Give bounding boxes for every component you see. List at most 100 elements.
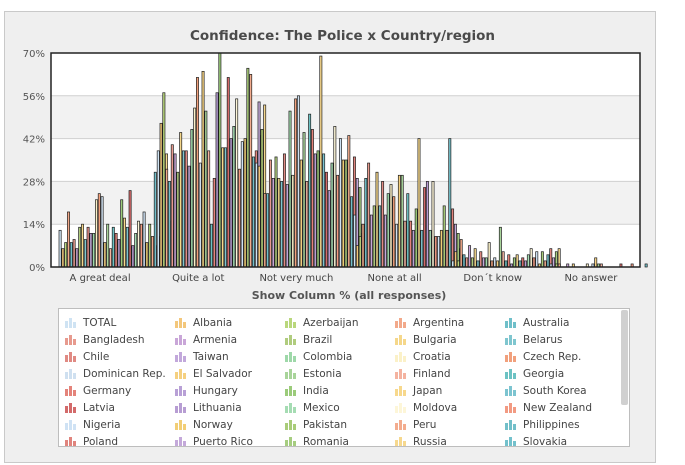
legend-item[interactable]: Japan	[395, 382, 505, 399]
bar[interactable]	[465, 257, 469, 268]
bar[interactable]	[341, 159, 345, 268]
bar[interactable]	[128, 190, 132, 268]
bar[interactable]	[395, 223, 399, 268]
legend-item[interactable]: Dominican Rep.	[65, 365, 175, 382]
legend-item[interactable]: Peru	[395, 416, 505, 433]
bar[interactable]	[644, 263, 648, 268]
bar[interactable]	[78, 226, 82, 268]
bar[interactable]	[451, 260, 455, 268]
bar[interactable]	[212, 177, 216, 268]
bar[interactable]	[468, 245, 472, 268]
bar[interactable]	[594, 257, 598, 268]
bar[interactable]	[232, 126, 236, 268]
bar[interactable]	[378, 205, 382, 268]
bar[interactable]	[364, 177, 368, 268]
bar[interactable]	[521, 257, 525, 268]
bar[interactable]	[117, 239, 121, 268]
bar[interactable]	[423, 187, 427, 268]
legend-item[interactable]: Bulgaria	[395, 331, 505, 348]
bar[interactable]	[72, 239, 76, 268]
legend-item[interactable]: Georgia	[505, 365, 615, 382]
bar[interactable]	[190, 129, 194, 268]
bar[interactable]	[512, 257, 516, 268]
bar[interactable]	[392, 196, 396, 268]
legend-item[interactable]: Bangladesh	[65, 331, 175, 348]
bar[interactable]	[543, 260, 547, 268]
bar[interactable]	[92, 233, 96, 268]
bar[interactable]	[515, 254, 519, 268]
bar[interactable]	[454, 251, 458, 268]
bar[interactable]	[165, 168, 169, 268]
bar[interactable]	[282, 153, 286, 268]
legend-item[interactable]: Albania	[175, 314, 285, 331]
bar[interactable]	[439, 229, 443, 268]
legend-item[interactable]: Azerbaijan	[285, 314, 395, 331]
bar[interactable]	[125, 226, 129, 268]
bar[interactable]	[355, 245, 359, 268]
bar[interactable]	[532, 257, 536, 268]
bar[interactable]	[221, 147, 225, 268]
bar[interactable]	[184, 150, 188, 268]
bar[interactable]	[58, 229, 62, 268]
legend-item[interactable]: Taiwan	[175, 348, 285, 365]
bar[interactable]	[100, 196, 104, 268]
bar[interactable]	[414, 208, 418, 268]
bar[interactable]	[252, 156, 255, 268]
bar[interactable]	[179, 132, 183, 268]
bar[interactable]	[552, 257, 556, 268]
legend-item[interactable]: El Salvador	[175, 365, 285, 382]
bar[interactable]	[406, 193, 410, 268]
bar[interactable]	[89, 233, 93, 268]
bar[interactable]	[524, 260, 528, 268]
bar[interactable]	[243, 138, 247, 268]
legend-item[interactable]: South Korea	[505, 382, 615, 399]
bar[interactable]	[226, 77, 230, 268]
legend-item[interactable]: Lithuania	[175, 399, 285, 416]
bar[interactable]	[123, 217, 126, 268]
legend-item[interactable]: Hungary	[175, 382, 285, 399]
bar[interactable]	[271, 177, 275, 268]
bar[interactable]	[409, 220, 413, 268]
legend-item[interactable]: Estonia	[285, 365, 395, 382]
legend-item[interactable]: Belarus	[505, 331, 615, 348]
bar[interactable]	[81, 223, 84, 268]
bar[interactable]	[386, 193, 390, 268]
bar[interactable]	[134, 233, 138, 268]
bar[interactable]	[381, 181, 385, 268]
bar[interactable]	[207, 150, 211, 268]
bar[interactable]	[428, 229, 432, 268]
bar[interactable]	[383, 214, 387, 268]
bar[interactable]	[224, 147, 227, 268]
legend-item[interactable]: Czech Rep.	[505, 348, 615, 365]
bar[interactable]	[142, 211, 146, 268]
legend-item[interactable]: Mexico	[285, 399, 395, 416]
bar[interactable]	[347, 135, 351, 268]
legend-item[interactable]: Chile	[65, 348, 175, 365]
bar[interactable]	[361, 223, 365, 268]
bar[interactable]	[496, 260, 500, 268]
bar[interactable]	[95, 199, 98, 268]
bar[interactable]	[153, 171, 157, 268]
bar[interactable]	[64, 242, 68, 268]
bar[interactable]	[397, 174, 401, 268]
bar[interactable]	[493, 257, 497, 268]
bar[interactable]	[462, 254, 466, 268]
bar[interactable]	[330, 162, 334, 268]
bar[interactable]	[372, 205, 376, 268]
bar[interactable]	[333, 126, 337, 268]
bar[interactable]	[375, 171, 379, 268]
bar[interactable]	[324, 171, 328, 268]
bar[interactable]	[277, 177, 281, 268]
bar[interactable]	[482, 257, 486, 268]
bar[interactable]	[316, 150, 320, 268]
bar[interactable]	[218, 52, 222, 268]
bar[interactable]	[327, 190, 331, 268]
bar[interactable]	[434, 236, 438, 268]
bar[interactable]	[476, 260, 480, 268]
bar[interactable]	[498, 226, 502, 268]
bar[interactable]	[504, 260, 508, 268]
bar[interactable]	[456, 260, 460, 268]
bar[interactable]	[400, 174, 404, 268]
bar[interactable]	[490, 260, 494, 268]
legend-item[interactable]: Philippines	[505, 416, 615, 433]
